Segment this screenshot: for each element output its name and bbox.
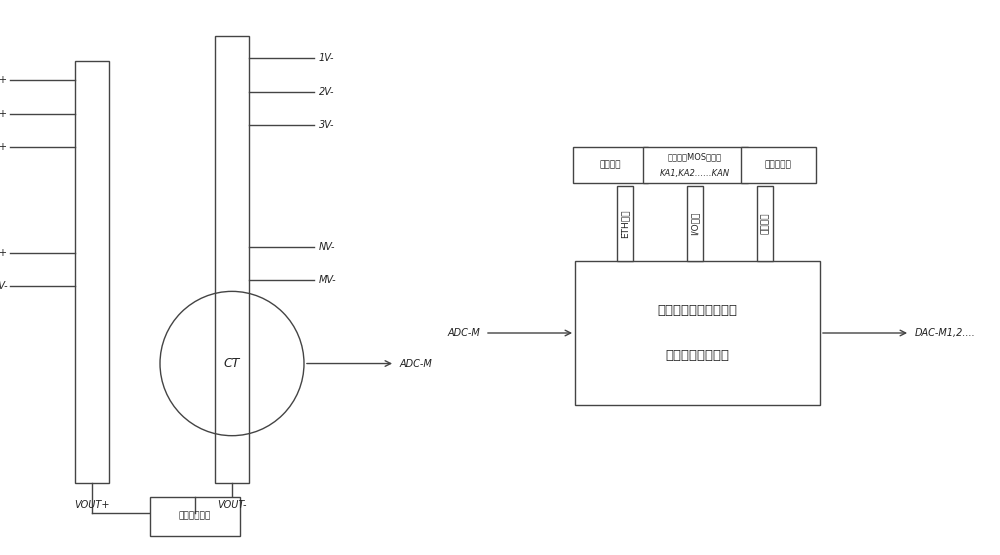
Text: ETH总线: ETH总线: [620, 209, 630, 238]
Text: 控制高速MOS管开关: 控制高速MOS管开关: [668, 152, 722, 162]
Bar: [687, 186, 703, 261]
Bar: [757, 186, 773, 261]
Text: ADC-M: ADC-M: [447, 328, 480, 338]
Bar: [150, 497, 240, 536]
Text: DAC-M1,2....: DAC-M1,2....: [915, 328, 976, 338]
Text: ADC-M: ADC-M: [400, 359, 433, 369]
Text: 1V-: 1V-: [319, 53, 334, 63]
Text: 3V-: 3V-: [319, 120, 334, 130]
Text: 3V+: 3V+: [0, 142, 8, 152]
Text: CT: CT: [224, 357, 240, 370]
Text: 2V+: 2V+: [0, 109, 8, 119]
Text: I/O总线: I/O总线: [690, 211, 700, 235]
Bar: [215, 36, 249, 483]
Text: 外部通信: 外部通信: [599, 160, 621, 170]
Text: 实时反馈闭环控制系统: 实时反馈闭环控制系统: [658, 304, 738, 317]
Text: VOUT-: VOUT-: [217, 500, 247, 509]
Bar: [572, 147, 648, 183]
Bar: [75, 61, 109, 483]
Bar: [642, 147, 748, 183]
Text: 实现高速恒流控制: 实现高速恒流控制: [666, 349, 730, 362]
Text: MV-: MV-: [319, 275, 337, 285]
Bar: [617, 186, 633, 261]
Text: 串口总线: 串口总线: [761, 213, 770, 234]
Text: NV-: NV-: [319, 242, 336, 252]
Text: 2V-: 2V-: [319, 87, 334, 97]
Text: MV-: MV-: [0, 281, 8, 291]
Text: 1V+: 1V+: [0, 75, 8, 85]
Text: VOUT+: VOUT+: [74, 500, 110, 509]
Text: 显示与设置: 显示与设置: [765, 160, 791, 170]
Bar: [575, 261, 820, 405]
Text: 恒流输出端口: 恒流输出端口: [179, 512, 211, 521]
Text: KA1,KA2……KAN: KA1,KA2……KAN: [660, 169, 730, 178]
Bar: [740, 147, 816, 183]
Text: NV+: NV+: [0, 248, 8, 258]
